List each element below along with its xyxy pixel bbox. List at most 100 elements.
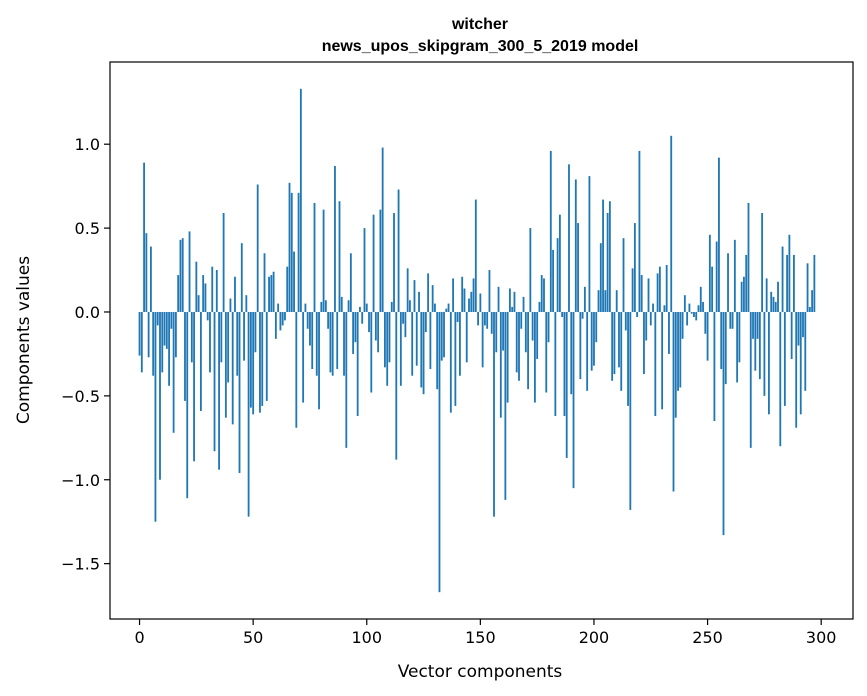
bar-24 (193, 311, 195, 462)
bar-249 (704, 311, 707, 334)
bar-30 (206, 311, 209, 321)
bar-282 (779, 311, 782, 447)
bar-116 (402, 311, 405, 324)
bar-106 (379, 209, 382, 312)
bar-19 (181, 238, 184, 312)
bar-75 (309, 311, 311, 346)
bar-49 (249, 311, 252, 408)
bar-208 (611, 311, 614, 381)
bar-68 (293, 251, 295, 312)
bar-205 (604, 290, 607, 312)
bar-70 (297, 192, 300, 312)
bar-277 (768, 311, 770, 415)
bar-81 (322, 209, 325, 312)
bar-262 (733, 239, 736, 312)
bar-18 (179, 239, 182, 312)
bar-204 (602, 199, 604, 312)
bar-101 (368, 311, 370, 333)
bar-149 (477, 311, 479, 326)
bar-157 (495, 311, 498, 353)
bar-263 (736, 311, 739, 383)
bar-34 (215, 270, 218, 312)
bar-234 (670, 135, 673, 312)
bar-152 (484, 311, 486, 326)
bar-series (138, 88, 816, 593)
bar-111 (390, 301, 393, 312)
bar-280 (774, 301, 777, 312)
bar-197 (586, 311, 589, 391)
bar-290 (797, 311, 800, 346)
bar-245 (695, 311, 698, 321)
bar-220 (638, 150, 641, 312)
bar-32 (211, 266, 214, 312)
bar-137 (449, 311, 452, 413)
bar-284 (783, 311, 786, 406)
bar-41 (231, 311, 234, 425)
bar-217 (631, 268, 634, 312)
bar-94 (352, 311, 355, 354)
bar-150 (479, 293, 482, 312)
bar-219 (636, 311, 639, 318)
chart-subtitle: news_upos_skipgram_300_5_2019 model (322, 38, 639, 55)
bar-104 (374, 311, 377, 341)
bar-281 (777, 281, 779, 312)
bar-193 (577, 223, 579, 312)
bar-79 (318, 311, 320, 410)
bar-293 (804, 311, 807, 391)
bar-270 (752, 311, 754, 339)
bar-108 (384, 311, 386, 368)
bar-264 (738, 311, 741, 363)
bar-168 (520, 311, 523, 329)
bar-26 (197, 295, 200, 312)
bar-105 (377, 311, 380, 353)
bar-64 (284, 311, 286, 321)
bar-97 (359, 306, 361, 312)
bar-222 (643, 311, 645, 375)
bar-273 (758, 311, 761, 380)
bar-167 (518, 311, 520, 381)
bar-295 (808, 306, 811, 312)
bar-255 (718, 157, 720, 312)
bar-169 (522, 296, 525, 312)
bar-107 (381, 147, 384, 312)
bar-232 (665, 265, 668, 312)
bar-274 (761, 212, 764, 312)
bar-192 (574, 179, 577, 312)
bar-102 (370, 311, 373, 393)
bar-122 (415, 311, 418, 366)
bar-118 (406, 268, 409, 312)
bar-0 (138, 311, 141, 356)
bar-195 (581, 311, 584, 319)
bar-51 (254, 311, 257, 353)
bar-248 (702, 301, 704, 312)
y-axis-ticks: 1.0 0.5 0.0 −0.5 −1.0 −1.5 (61, 135, 110, 574)
bar-278 (770, 291, 773, 312)
bar-186 (561, 311, 564, 318)
y-tick-label: −1.5 (61, 555, 100, 574)
bar-92 (347, 300, 350, 312)
bar-159 (499, 311, 502, 418)
bar-224 (647, 278, 650, 312)
bar-109 (386, 311, 389, 386)
bar-5 (149, 246, 152, 312)
bar-43 (236, 311, 239, 376)
bar-85 (331, 311, 334, 376)
bar-61 (277, 303, 280, 312)
bar-60 (274, 311, 277, 339)
bar-162 (506, 311, 509, 403)
bar-132 (438, 311, 441, 593)
bar-93 (349, 253, 352, 312)
bar-7 (154, 311, 157, 522)
bar-247 (699, 286, 702, 312)
bar-154 (488, 270, 491, 312)
bar-196 (583, 286, 586, 312)
bar-16 (174, 311, 177, 358)
bar-6 (152, 311, 155, 376)
bar-123 (418, 291, 420, 312)
x-axis-label: Vector components (398, 662, 563, 682)
bar-148 (474, 199, 477, 312)
bar-144 (465, 311, 468, 363)
bar-250 (706, 311, 709, 361)
bar-134 (443, 311, 445, 358)
bar-213 (622, 238, 625, 312)
